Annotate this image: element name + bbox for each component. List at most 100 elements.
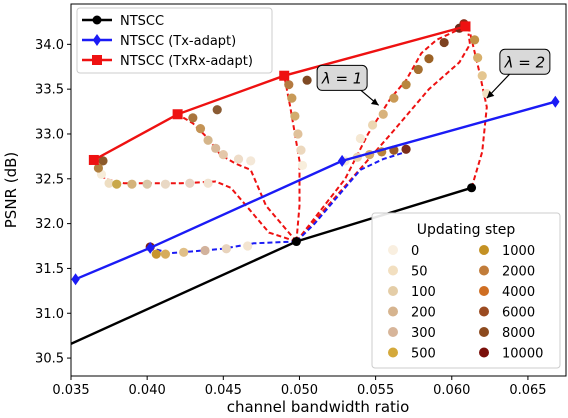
adaptation-point (179, 247, 189, 257)
adaptation-point (470, 35, 480, 45)
series-point (279, 70, 290, 81)
adaptation-point (378, 109, 388, 119)
annotation-label: λ = 1 (321, 69, 363, 87)
adaptation-point (355, 133, 365, 144)
adaptation-point (93, 163, 104, 173)
annotation-arrowhead (486, 90, 495, 99)
series-line (93, 25, 466, 162)
series-point (172, 109, 183, 120)
adaptation-point (246, 156, 256, 166)
adaptation-point (243, 241, 253, 251)
adaptation-point (142, 179, 152, 189)
plot-area (71, 19, 560, 346)
step-legend-label: 200 (411, 306, 436, 321)
x-axis-label: channel bandwidth ratio (227, 398, 410, 416)
step-legend-swatch (388, 347, 398, 358)
y-tick-label: 31.0 (35, 307, 64, 322)
adaptation-point (188, 113, 198, 123)
adaptation-point (98, 156, 108, 166)
step-legend-swatch (388, 306, 398, 317)
y-tick-label: 32.0 (35, 217, 64, 232)
adaptation-point (297, 160, 308, 170)
adaptation-point (104, 178, 114, 188)
adaptation-point (218, 149, 228, 160)
annotation-arrowhead (370, 98, 379, 106)
adaptation-point (302, 75, 312, 85)
step-legend-swatch (388, 265, 398, 276)
step-legend-label: 300 (411, 326, 436, 341)
step-legend-swatch (479, 265, 489, 276)
y-tick-label: 33.5 (35, 83, 64, 98)
step-legend-swatch (479, 286, 489, 296)
adaptation-point (112, 179, 122, 189)
adaptation-point (151, 249, 161, 259)
adaptation-point (389, 93, 399, 103)
step-legend-swatch (388, 327, 398, 337)
adaptation-point (160, 249, 171, 259)
annotation-box (499, 48, 551, 75)
y-tick-label: 30.5 (35, 352, 64, 367)
series-point (291, 237, 301, 247)
adaptation-point (293, 129, 303, 139)
legend-marker (92, 15, 102, 25)
axes-frame (70, 3, 567, 377)
step-legend-label: 100 (411, 285, 436, 300)
annotation-label: λ = 2 (504, 53, 546, 71)
adaptation-path (93, 159, 297, 243)
step-legend-label: 0 (411, 244, 419, 259)
x-tick-label: 0.065 (509, 383, 546, 398)
step-legend-label: 10000 (502, 347, 543, 362)
series-point (146, 241, 155, 254)
x-tick-label: 0.050 (281, 383, 318, 398)
adaptation-point (233, 154, 244, 164)
series-point (88, 154, 99, 165)
series-point (460, 21, 471, 32)
y-axis-ticks: 30.5 31.0 31.5 32.0 32.5 33.0 33.5 34.0 (35, 38, 71, 367)
x-tick-label: 0.035 (52, 383, 89, 398)
series-point (71, 273, 80, 286)
adaptation-point (424, 54, 434, 64)
step-legend-label: 50 (411, 265, 428, 280)
adaptation-point (287, 93, 297, 103)
x-axis-ticks: 0.035 0.040 0.045 0.050 0.055 0.060 0.065 (52, 376, 547, 398)
adaptation-path (295, 25, 466, 243)
step-legend-label: 500 (411, 347, 436, 362)
legend-label: NTSCC (Tx-adapt) (120, 34, 236, 49)
updating-step-legend: Updating step 0 50 100 200 300 500 1000 2000 400… (371, 212, 561, 369)
legend-marker (92, 55, 102, 65)
adaptation-path (295, 33, 472, 243)
annotations: λ = 1 λ = 2 (316, 48, 551, 106)
series-point (467, 183, 477, 193)
adaptation-point (401, 80, 411, 90)
step-legend-label: 2000 (502, 265, 535, 280)
adaptation-point (290, 111, 300, 121)
series-legend: NTSCC NTSCC (Tx-adapt) NTSCC (TxRx-adapt) (76, 7, 273, 74)
adaptation-point (212, 105, 222, 115)
adaptation-point (185, 178, 195, 188)
y-axis-label: PSNR (dB) (2, 152, 20, 229)
y-tick-label: 31.5 (35, 262, 64, 277)
adaptation-point (211, 143, 221, 153)
y-tick-label: 32.5 (35, 172, 64, 187)
step-legend-swatch (479, 327, 489, 337)
step-legend-label: 6000 (502, 306, 535, 321)
adaptation-point (413, 64, 423, 75)
legend-label: NTSCC (TxRx-adapt) (120, 54, 253, 69)
step-legend-label: 4000 (502, 285, 535, 300)
annotation-box (316, 64, 368, 91)
adaptation-point (203, 178, 213, 188)
step-legend-title: Updating step (417, 222, 516, 238)
series-point (337, 154, 347, 167)
adaptation-path (177, 113, 298, 243)
legend-marker (92, 34, 102, 46)
step-legend-swatch (479, 347, 489, 358)
adaptation-point (203, 135, 213, 145)
adaptation-path (467, 26, 488, 189)
y-tick-label: 34.0 (35, 38, 64, 53)
adaptation-point (477, 71, 487, 81)
step-legend-swatch (388, 245, 398, 255)
adaptation-point (296, 145, 306, 155)
step-legend-swatch (388, 286, 398, 296)
adaptation-point (160, 179, 171, 189)
